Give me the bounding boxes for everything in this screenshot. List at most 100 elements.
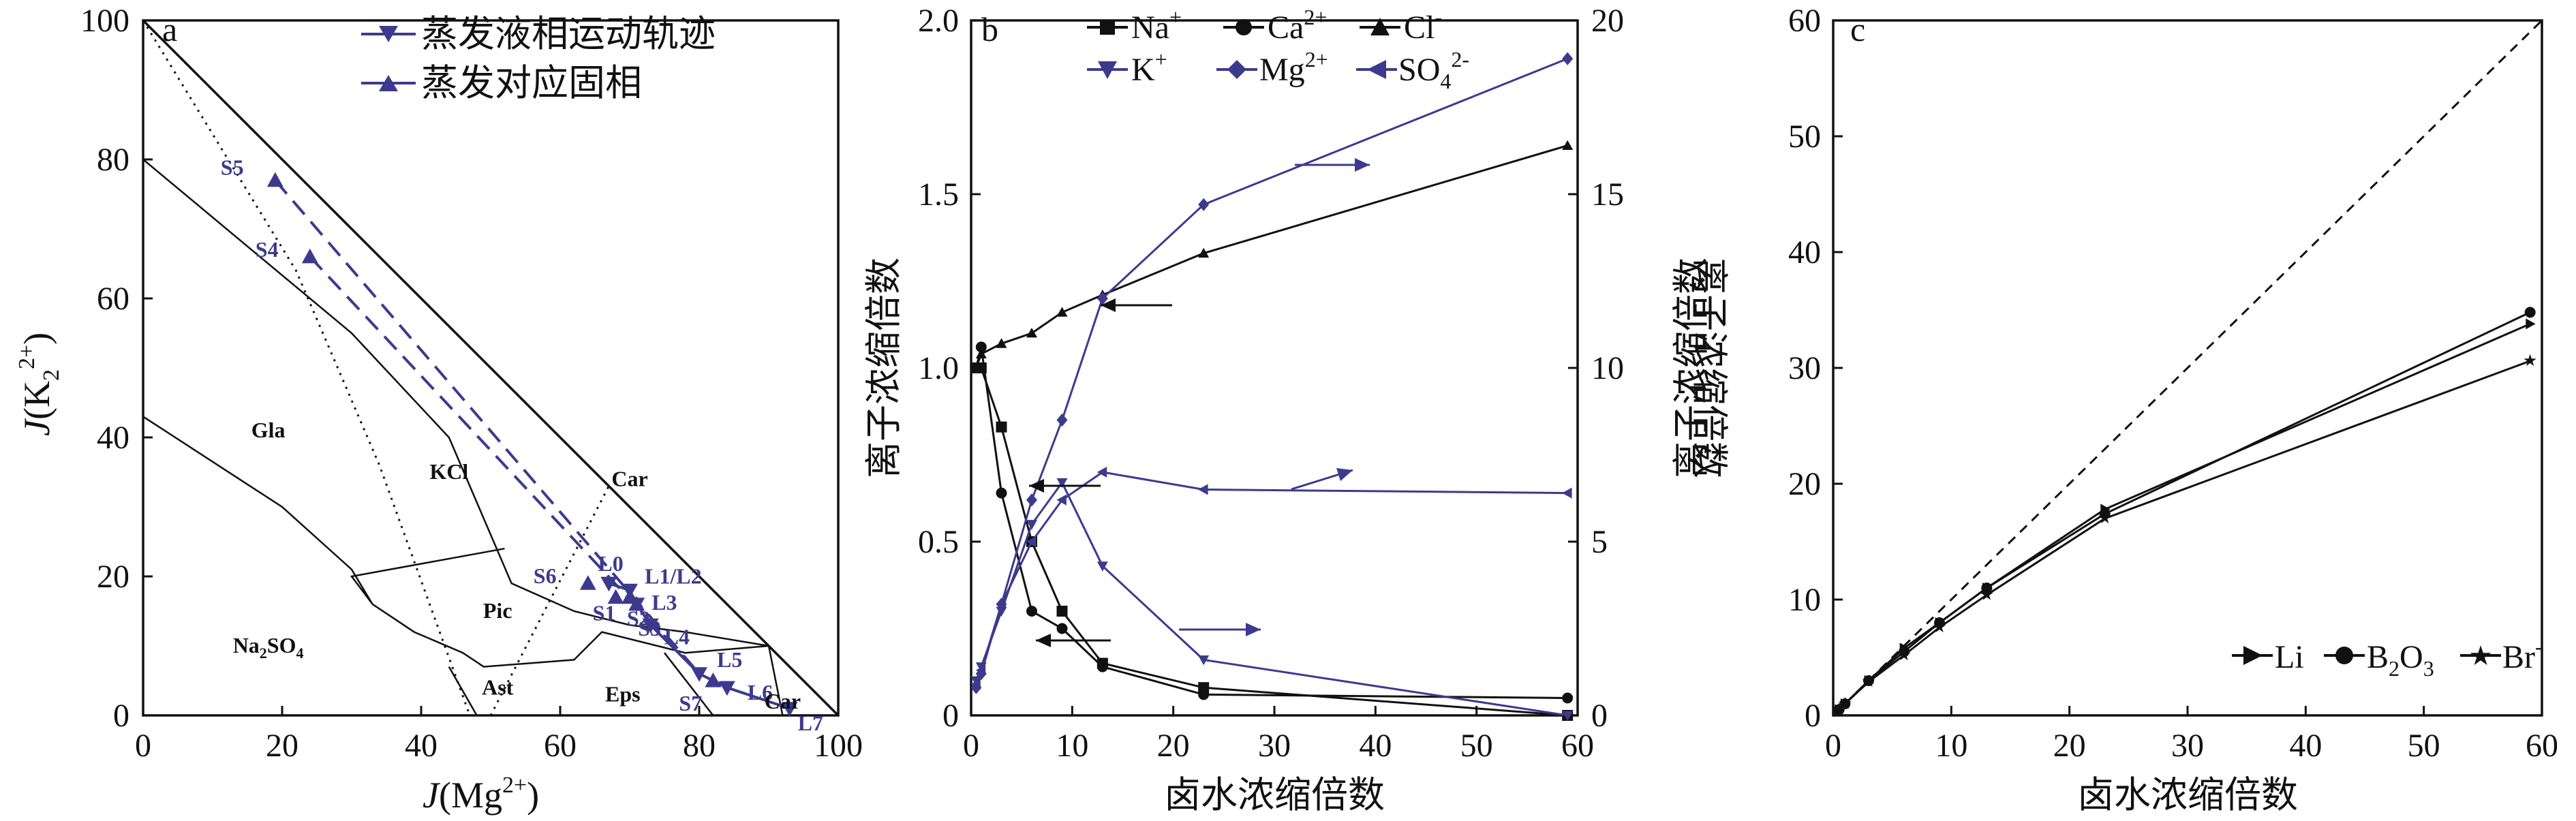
axis-arrow-head-5: [1246, 623, 1261, 636]
legend-liquid-label: 蒸发液相运动轨迹: [421, 12, 716, 55]
legend-liquid-marker: [379, 26, 398, 42]
panel-b-ytick-label-2: 1.0: [918, 350, 959, 386]
series-b2o3-point-7: [2524, 307, 2536, 318]
series-so42-point-6: [1198, 484, 1208, 495]
liquid-label-L6: L6: [748, 680, 773, 704]
solid-point-S1: [607, 589, 624, 604]
dotted-line-1: [489, 485, 610, 716]
liquid-label-L0: L0: [598, 551, 623, 576]
series-mg2-point-5: [1097, 292, 1108, 305]
series-ca2-point-2: [996, 487, 1007, 499]
panel-a-ylabel: J(K22+): [14, 332, 64, 436]
solid-label-S3: S3: [638, 616, 661, 640]
panel-b-ytick-label-0: 0: [942, 698, 959, 734]
panel-b-xtick-label-6: 60: [1561, 728, 1594, 764]
legend-li-label: Li: [2275, 639, 2304, 675]
axis-arrow-head-3: [1355, 158, 1370, 172]
legend-mg-label: Mg2+: [1259, 47, 1328, 88]
panel-b-xtick-label-4: 40: [1359, 728, 1392, 764]
region-label-0: Gla: [251, 418, 286, 442]
panel-c-xlabel: 卤水浓缩倍数: [2077, 773, 2298, 816]
panel-c-ytick-label-5: 50: [1788, 119, 1821, 155]
series-br-point-0: ★: [1832, 701, 1847, 719]
series-ca2-point-6: [1198, 689, 1210, 700]
panel-c-ticks: 0 10 20 30 40 50 60 0 10 20 30 40 50 60: [1788, 3, 2558, 764]
panel-c-ytick-label-2: 20: [1788, 466, 1821, 502]
legend-na-marker: [1100, 20, 1115, 35]
panel-b-axis-arrows: [1029, 158, 1370, 647]
panel-a-ytick-label-2: 40: [97, 420, 129, 456]
panel-a-ytick-label-5: 100: [80, 3, 129, 39]
panel-a-ytick-label-0: 0: [113, 698, 129, 734]
series-br-point-5: ★: [1980, 586, 1995, 604]
series-br-point-4: ★: [1932, 619, 1947, 636]
series-mg2-point-0: [970, 681, 982, 694]
panel-a-xtick-label-5: 100: [814, 728, 863, 764]
solid-label-S6: S6: [534, 563, 557, 588]
series-ca2-point-1: [975, 341, 987, 353]
panel-c-ylabel: 离子浓缩倍数: [1670, 258, 1713, 478]
panel-b-ytick-right-label-0: 0: [1591, 698, 1608, 734]
series-k-point-4: [1056, 478, 1068, 489]
legend-br-marker: ★: [2468, 640, 2493, 671]
series-cl-point-2: [996, 338, 1007, 348]
panel-b-legend: Na+ Ca2+ Cl- K+ Mg2+ SO42-: [1087, 5, 1469, 93]
liquid-point-L4: [642, 618, 659, 634]
solid-point-S5: [266, 172, 283, 187]
panel-c-xtick-label-3: 30: [2171, 728, 2204, 764]
panel-c-xtick-label-1: 10: [1935, 728, 1967, 764]
panel-c-xtick-label-6: 60: [2526, 728, 2558, 764]
legend-cl-label: Cl-: [1404, 5, 1442, 46]
panel-c-xtick-label-5: 50: [2408, 728, 2440, 764]
series-na-point-2: [996, 421, 1007, 433]
panel-b-ylabel: 离子浓缩倍数: [862, 258, 905, 478]
panel-a-ytick-label-4: 80: [97, 142, 129, 178]
series-ca2-point-4: [1056, 623, 1068, 634]
panel-a-ytick-label-3: 60: [97, 281, 129, 317]
series-so42-point-7: [1562, 487, 1572, 499]
series-br-point-6: ★: [2098, 510, 2113, 527]
legend-k-label: K+: [1131, 47, 1167, 88]
panel-b-xtick-label-2: 20: [1157, 728, 1190, 764]
liquid-point-L0: [600, 576, 617, 592]
solid-label-S1: S1: [593, 601, 616, 625]
legend-k-marker: [1098, 61, 1117, 79]
panel-a-xtick-label-0: 0: [135, 728, 151, 764]
liquid-point-L7: [781, 702, 798, 717]
panel-a-xlabel: J(Mg2+): [423, 773, 539, 816]
panel-c-ytick-label-1: 10: [1788, 582, 1821, 618]
phase-boundary-1: [142, 416, 505, 605]
phase-boundary-5: [767, 645, 784, 716]
panel-b-ytick-label-4: 2.0: [918, 3, 959, 39]
solid-point-S3: [628, 595, 645, 611]
legend-solid-label: 蒸发对应固相: [421, 61, 642, 104]
liquid-label-L4: L4: [664, 624, 690, 649]
legend-na-label: Na+: [1131, 5, 1182, 46]
region-label-6: Eps: [605, 682, 641, 707]
panel-c-xtick-label-4: 40: [2289, 728, 2322, 764]
panel-c-ytick-label-6: 60: [1788, 3, 1821, 39]
panel-a-ytick-label-1: 20: [97, 559, 129, 595]
series-cl-line: [975, 144, 1568, 369]
solid-label-S4: S4: [256, 237, 279, 262]
solid-point-S2: [622, 589, 638, 604]
series-so42-point-2: [996, 598, 1006, 610]
series-k-line: [975, 480, 1568, 717]
series-na-point-4: [1056, 606, 1068, 617]
panel-b-xtick-label-1: 10: [1056, 728, 1088, 764]
series-ca2-point-7: [1562, 692, 1574, 704]
series-so42-point-3: [1026, 536, 1037, 547]
panel-b-xlabel: 卤水浓缩倍数: [1164, 773, 1385, 816]
legend-so4-label: SO42-: [1398, 47, 1469, 93]
series-k-point-5: [1097, 561, 1108, 572]
region-label-5: Ast: [482, 675, 514, 699]
series-cl-point-0: [970, 362, 982, 373]
dotted-line-0: [142, 20, 471, 716]
legend-b2o3-label: B2O3: [2367, 639, 2434, 681]
solid-label-S5: S5: [221, 155, 244, 180]
legend-so4-marker: [1367, 60, 1386, 79]
